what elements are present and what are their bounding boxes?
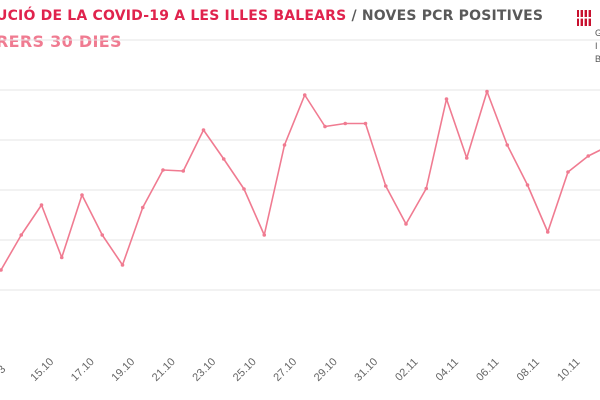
data-point-22.10 bbox=[181, 169, 186, 173]
logo-text-line-1: G bbox=[595, 28, 600, 38]
x-tick-label: 17.10 bbox=[69, 356, 97, 384]
chart-title-separator: / bbox=[346, 8, 362, 24]
data-point-08.11 bbox=[525, 183, 530, 187]
data-point-31.10 bbox=[363, 121, 368, 126]
x-tick-label: 08.11 bbox=[515, 356, 542, 383]
data-point-24.10 bbox=[221, 157, 226, 161]
chart-subtitle: RERS 30 DIES bbox=[0, 32, 122, 51]
series-line bbox=[0, 90, 600, 271]
data-point-19.10 bbox=[120, 263, 125, 267]
logo-text-line-2: I bbox=[595, 41, 598, 51]
x-tick-label: 10.11 bbox=[555, 356, 582, 383]
data-point-17.10 bbox=[80, 193, 84, 197]
x-tick-label: 02.11 bbox=[393, 356, 420, 383]
chart-title: UCIÓ DE LA COVID-19 A LES ILLES BALEARS … bbox=[0, 8, 543, 24]
data-point-07.11 bbox=[505, 143, 510, 147]
chart-title-secondary: NOVES PCR POSITIVES bbox=[361, 8, 544, 24]
data-points bbox=[0, 89, 591, 272]
x-tick-label: 21.10 bbox=[150, 356, 178, 384]
government-logo: G I B bbox=[576, 8, 600, 68]
series-line-path bbox=[0, 90, 600, 271]
govern-balear-logo-icon bbox=[577, 10, 591, 26]
data-point-28.10 bbox=[302, 93, 307, 97]
data-point-21.10 bbox=[161, 168, 165, 172]
x-tick-label: 3 bbox=[0, 363, 8, 376]
data-point-04.11 bbox=[444, 97, 449, 101]
data-point-29.10 bbox=[323, 124, 327, 129]
x-tick-label: 27.10 bbox=[271, 356, 299, 384]
data-point-11.11 bbox=[586, 154, 591, 158]
x-tick-label: 31.10 bbox=[352, 356, 380, 384]
data-point-09.11 bbox=[545, 230, 550, 234]
logo-text-line-3: B bbox=[595, 54, 600, 64]
data-point-01.11 bbox=[383, 184, 388, 188]
grid-lines bbox=[0, 39, 600, 291]
data-point-25.10 bbox=[242, 187, 246, 191]
data-point-15.10 bbox=[39, 203, 44, 207]
data-point-20.10 bbox=[140, 205, 145, 210]
x-tick-label: 04.11 bbox=[434, 356, 461, 383]
data-point-03.11 bbox=[424, 186, 429, 191]
data-point-30.10 bbox=[343, 121, 348, 126]
x-tick-label: 15.10 bbox=[28, 356, 56, 384]
chart-title-main: UCIÓ DE LA COVID-19 A LES ILLES BALEARS bbox=[0, 8, 347, 24]
x-axis-tick-labels: 3 15.10 17.10 19.10 21.10 23.10 25.10 27.10 29.1… bbox=[0, 356, 583, 384]
x-tick-label: 19.10 bbox=[109, 356, 137, 384]
data-point-16.10 bbox=[59, 255, 64, 260]
x-tick-label: 25.10 bbox=[231, 356, 259, 384]
data-point-23.10 bbox=[201, 128, 206, 132]
x-tick-label: 23.10 bbox=[190, 356, 218, 384]
x-tick-label: 06.11 bbox=[474, 356, 501, 383]
data-point-10.11 bbox=[566, 170, 570, 174]
data-point-26.10 bbox=[262, 233, 267, 237]
data-point-18.10 bbox=[100, 233, 105, 237]
data-point-27.10 bbox=[282, 143, 287, 147]
data-point-06.11 bbox=[485, 89, 489, 94]
x-tick-label: 29.10 bbox=[312, 356, 340, 384]
data-point-02.11 bbox=[404, 222, 408, 226]
data-point-14.10 bbox=[19, 233, 24, 237]
data-point-05.11 bbox=[464, 156, 469, 160]
data-point-13.10 bbox=[0, 268, 3, 272]
